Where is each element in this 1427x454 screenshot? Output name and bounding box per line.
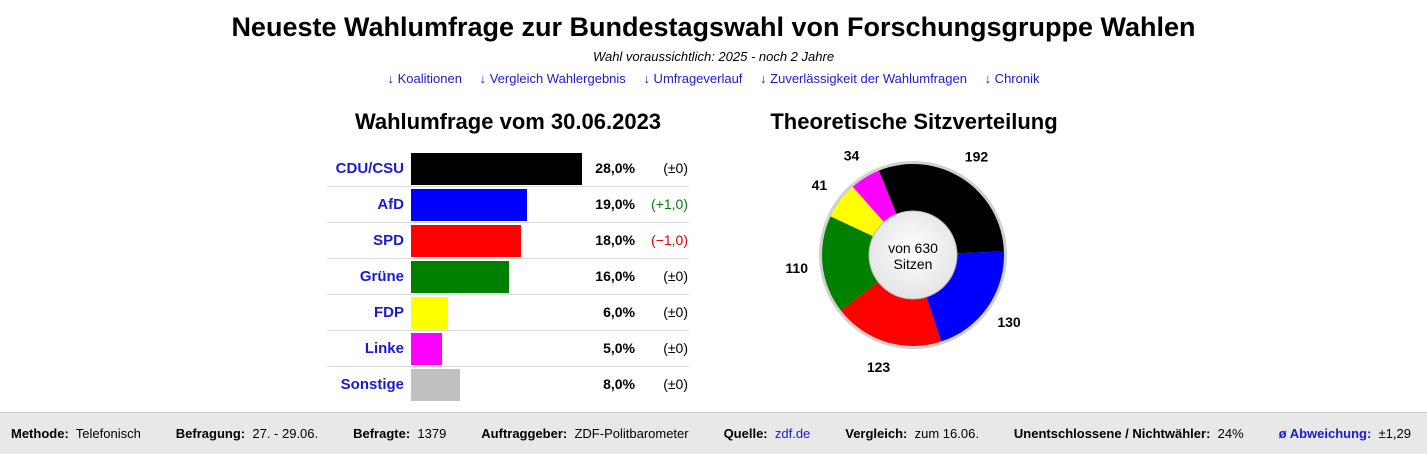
poll-change-label: (±0) (663, 268, 688, 284)
anchor-nav: ↓ Koalitionen ↓ Vergleich Wahlergebnis ↓… (0, 71, 1427, 86)
poll-value-label: 18,0% (595, 232, 635, 248)
nav-link-umfrageverlauf[interactable]: ↓ Umfrageverlauf (643, 71, 743, 86)
poll-bar (411, 333, 442, 365)
page-subtitle: Wahl voraussichtlich: 2025 - noch 2 Jahr… (592, 49, 835, 64)
poll-bar (411, 369, 460, 401)
poll-change-label: (±0) (663, 340, 688, 356)
poll-value-label: 8,0% (603, 376, 635, 392)
nav-link-vergleich-wahlergebnis[interactable]: ↓ Vergleich Wahlergebnis (479, 71, 626, 86)
nav-link-chronik[interactable]: ↓ Chronik (984, 71, 1040, 86)
seat-slice (878, 164, 1004, 254)
seat-count-label: 41 (812, 177, 828, 193)
party-link[interactable]: SPD (373, 232, 404, 249)
seat-count-label: 34 (844, 147, 860, 163)
donut-center (868, 210, 958, 300)
seat-count-label: 110 (785, 260, 808, 276)
poll-bar (411, 225, 521, 257)
seat-slice (830, 186, 884, 237)
poll-row-fdp: FDP 6,0% (±0) (327, 295, 689, 331)
poll-value-label: 6,0% (603, 304, 635, 320)
footer-item-quelle: Quelle: zdf.de (723, 426, 811, 441)
survey-info-bar: Methode: Telefonisch Befragung: 27. - 29… (0, 412, 1427, 454)
party-link[interactable]: Grüne (359, 268, 404, 285)
nav-link-koalitionen[interactable]: ↓ Koalitionen (387, 71, 462, 86)
seat-count-label: 123 (867, 359, 891, 375)
poll-bar-chart: CDU/CSU 28,0% (±0) AfD 19,0% (+1,0) SPD 18,0% (−… (327, 151, 689, 402)
party-link[interactable]: Sonstige (340, 376, 404, 393)
poll-row-cdu-csu: CDU/CSU 28,0% (±0) (327, 151, 689, 187)
nav-link-zuverlaessigkeit[interactable]: ↓ Zuverlässigkeit der Wahlumfragen (760, 71, 967, 86)
poll-bar (411, 261, 509, 293)
footer-item-auftraggeber: Auftraggeber: ZDF-Politbarometer (481, 426, 689, 441)
poll-row-gruene: Grüne 16,0% (±0) (327, 259, 689, 295)
footer-item-abweichung: ø Abweichung: ±1,29 (1278, 426, 1411, 441)
footer-item-befragung: Befragung: 27. - 29.06. (175, 426, 319, 441)
footer-item-befragte: Befragte: 1379 (353, 426, 447, 441)
poll-change-label: (±0) (663, 304, 688, 320)
seat-count-label: 130 (997, 314, 1021, 330)
poll-change-label: (±0) (663, 376, 688, 392)
poll-row-linke: Linke 5,0% (±0) (327, 331, 689, 367)
poll-change-label: (−1,0) (651, 232, 688, 248)
source-link[interactable]: zdf.de (774, 426, 811, 441)
abweichung-link[interactable]: ø Abweichung: (1278, 426, 1372, 441)
footer-item-vergleich: Vergleich: zum 16.06. (845, 426, 979, 441)
seat-slice (822, 216, 879, 311)
party-link[interactable]: Linke (364, 340, 404, 357)
poll-row-spd: SPD 18,0% (−1,0) (327, 223, 689, 259)
seat-count-label: 192 (965, 149, 989, 165)
party-link[interactable]: CDU/CSU (335, 160, 404, 177)
poll-chart-title: Wahlumfrage vom 30.06.2023 (354, 109, 662, 134)
poll-row-afd: AfD 19,0% (+1,0) (327, 187, 689, 223)
donut-center-label: von 630 (888, 240, 938, 256)
poll-change-label: (+1,0) (651, 196, 688, 212)
poll-change-label: (±0) (663, 160, 688, 176)
footer-item-unentschlossene: Unentschlossene / Nichtwähler: 24% (1013, 426, 1244, 441)
poll-bar (411, 153, 582, 185)
seat-slice (852, 170, 897, 223)
page-title: Neueste Wahlumfrage zur Bundestagswahl v… (231, 12, 1196, 42)
poll-bar (411, 189, 528, 221)
footer-item-methode: Methode: Telefonisch (11, 426, 141, 441)
poll-value-label: 5,0% (603, 340, 635, 356)
seat-chart-title: Theoretische Sitzverteilung (770, 109, 1058, 134)
poll-row-sonstige: Sonstige 8,0% (±0) (327, 367, 689, 402)
poll-bar (411, 297, 448, 329)
donut-center-label: Sitzen (894, 256, 933, 272)
poll-value-label: 19,0% (595, 196, 635, 212)
poll-value-label: 16,0% (595, 268, 635, 284)
party-link[interactable]: FDP (374, 304, 404, 321)
poll-value-label: 28,0% (595, 160, 635, 176)
seat-slice (926, 251, 1004, 342)
party-link[interactable]: AfD (377, 196, 404, 213)
seat-slice (841, 281, 942, 346)
